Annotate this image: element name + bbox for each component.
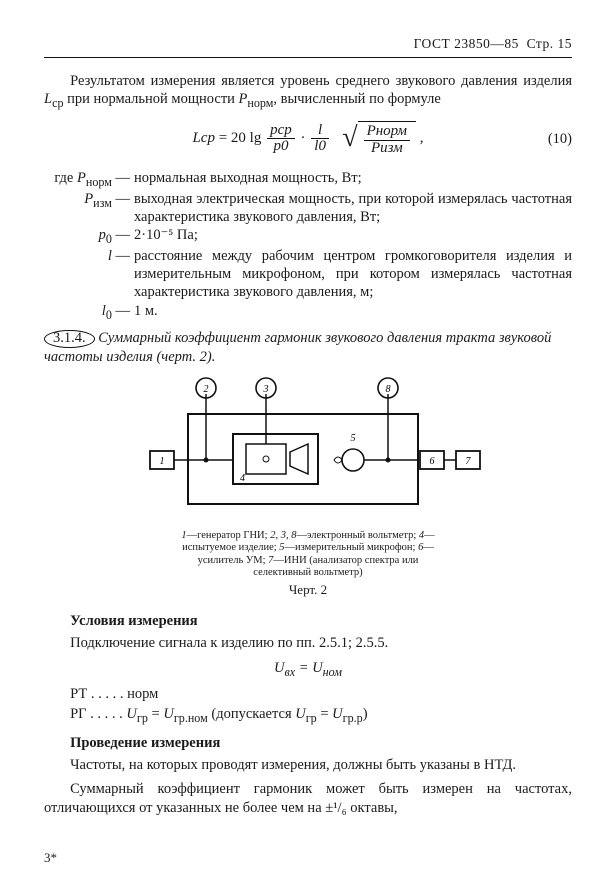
proc-para2: Суммарный коэффициент гармоник может быт… — [44, 780, 572, 816]
label-5: 5 — [351, 433, 356, 444]
f10-sqrt-frac: Pнорм Pизм — [364, 124, 410, 157]
cond-line1: Подключение сигнала к изделию по пп. 2.5… — [44, 634, 572, 652]
running-head: ГОСТ 23850—85 Стр. 15 — [44, 36, 572, 53]
formula-body: Lср = 20 lg pср p0 · l l0 √ Pнорм Pизм — [192, 121, 423, 157]
label-1: 1 — [160, 456, 165, 467]
signature-mark: 3* — [44, 850, 57, 866]
f10-prefix: = 20 lg — [219, 130, 262, 146]
f10-frac2-den: l0 — [314, 138, 326, 154]
f10-sqrt-num: Pнорм — [367, 123, 407, 139]
def-4-term: l0 — — [44, 302, 134, 323]
f10-sqrt-den: Pизм — [371, 140, 403, 156]
page: ГОСТ 23850—85 Стр. 15 Результатом измере… — [0, 0, 610, 882]
doc-id: ГОСТ 23850—85 — [414, 36, 519, 51]
label-4: 4 — [240, 473, 245, 484]
proc-para1: Частоты, на которых проводят измерения, … — [44, 756, 572, 774]
f10-frac2: l l0 — [311, 123, 329, 156]
label-6: 6 — [430, 456, 435, 467]
def-2-term: p0 — — [44, 226, 134, 247]
cond-rg: РГ . . . . . Uгр = Uгр.ном (допускается … — [44, 705, 572, 726]
f10-sqrt: √ Pнорм Pизм — [342, 121, 416, 157]
figure-caption: 1—генератор ГНИ; 2, 3, 8—электронный вол… — [168, 530, 448, 580]
def-3-term: l — — [44, 247, 134, 265]
f10-lhs: Lср — [192, 130, 215, 146]
proc-heading: Проведение измерения — [44, 734, 572, 752]
conditions-heading: Условия измерения — [44, 612, 572, 630]
cond-rt: РТ . . . . . норм — [44, 685, 572, 705]
eq-number-10: (10) — [548, 130, 572, 148]
label-8: 8 — [386, 384, 391, 395]
marker-oval: 3.1.4. — [44, 330, 95, 348]
para-result: Результатом измерения является уровень с… — [44, 72, 572, 111]
def-lead: где Pнорм — — [44, 169, 134, 190]
label-3: 3 — [263, 384, 269, 395]
label-7: 7 — [466, 456, 472, 467]
header-rule — [44, 57, 572, 58]
f10-frac1-den: p0 — [273, 138, 288, 154]
f10-frac2-num: l — [318, 122, 322, 138]
f10-frac1: pср p0 — [267, 123, 295, 156]
section-title: Суммарный коэффициент гармоник звукового… — [44, 330, 551, 365]
section-marker: 3.1.4. Суммарный коэффициент гармоник зв… — [44, 329, 572, 366]
f10-frac1-num: pср — [270, 122, 292, 138]
figure-2: 1 2 3 4 5 8 6 — [128, 374, 488, 599]
def-1-term: Pизм — — [44, 190, 134, 211]
def-1-desc: выходная электрическая мощность, при кот… — [134, 190, 572, 226]
def-3-desc: расстояние между рабочим центром громког… — [134, 247, 572, 301]
f10-suffix: , — [420, 130, 424, 146]
definitions: где Pнорм — нормальная выходная мощность… — [44, 169, 572, 323]
figure-number: Черт. 2 — [128, 582, 488, 598]
sqrt-icon: √ — [342, 124, 357, 160]
def-0-desc: нормальная выходная мощность, Вт; — [134, 169, 572, 187]
formula-10: Lср = 20 lg pср p0 · l l0 √ Pнорм Pизм — [44, 119, 572, 159]
def-4-desc: 1 м. — [134, 302, 572, 320]
label-2: 2 — [204, 384, 209, 395]
def-2-desc: 2·10⁻⁵ Па; — [134, 226, 572, 244]
f10-dot: · — [301, 130, 310, 146]
page-num: Стр. 15 — [527, 36, 572, 51]
cond-formula: Uвх = Uном — [44, 659, 572, 680]
diagram-svg: 1 2 3 4 5 8 6 — [128, 374, 488, 524]
